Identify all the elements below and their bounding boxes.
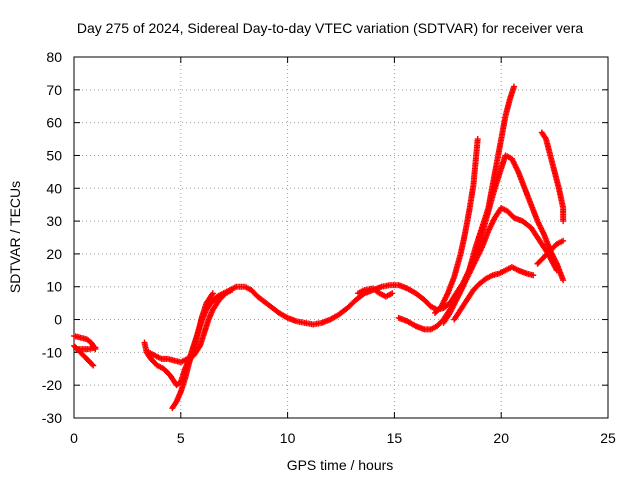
series-track-3: [73, 344, 99, 353]
y-tick-label: -20: [42, 377, 62, 393]
series-layer: [71, 83, 567, 412]
y-axis-label: SDTVAR / TECUs: [7, 181, 23, 293]
data-point: [92, 344, 99, 351]
x-tick-label: 10: [280, 430, 296, 446]
data-point: [560, 218, 567, 225]
data-point: [229, 287, 236, 294]
series-track-11: [538, 129, 567, 225]
series-track-9: [440, 83, 518, 326]
plot-frame: [73, 56, 609, 419]
data-point: [209, 290, 216, 297]
y-tick-label: -30: [42, 410, 62, 426]
y-tick-label: 50: [46, 147, 62, 163]
label-layer: Day 275 of 2024, Sidereal Day-to-day VTE…: [7, 20, 583, 473]
x-tick-label: 25: [600, 430, 616, 446]
x-tick-label: 0: [70, 430, 78, 446]
data-point: [389, 290, 396, 297]
series-track-12: [534, 237, 567, 267]
y-tick-label: 20: [46, 246, 62, 262]
data-point: [560, 237, 567, 244]
series-track-13: [355, 285, 396, 300]
grid-layer: [74, 57, 608, 418]
data-point: [560, 277, 567, 284]
x-tick-label: 5: [177, 430, 185, 446]
series-track-8: [431, 136, 481, 316]
chart-title: Day 275 of 2024, Sidereal Day-to-day VTE…: [77, 20, 583, 36]
y-tick-label: -10: [42, 344, 62, 360]
data-point: [553, 267, 560, 274]
y-tick-label: 30: [46, 213, 62, 229]
data-point: [89, 361, 96, 368]
data-point: [474, 136, 481, 143]
y-tick-label: 60: [46, 115, 62, 131]
data-point: [90, 362, 97, 369]
data-point: [511, 83, 518, 90]
y-tick-label: 0: [54, 312, 62, 328]
y-tick-label: 40: [46, 180, 62, 196]
x-tick-label: 15: [387, 430, 403, 446]
axis-layer: 0 5 10 15 20 25 -30 -20 -10 0 10 20 30 40 50 60 70 80: [42, 49, 616, 446]
series-track-7: [395, 204, 560, 333]
series-track-10: [451, 264, 537, 323]
x-axis-label: GPS time / hours: [287, 457, 394, 473]
data-point: [530, 272, 537, 279]
y-tick-label: 10: [46, 279, 62, 295]
x-tick-label: 20: [493, 430, 509, 446]
series-track-6: [169, 290, 216, 412]
y-tick-label: 70: [46, 82, 62, 98]
y-tick-label: 80: [46, 49, 62, 65]
